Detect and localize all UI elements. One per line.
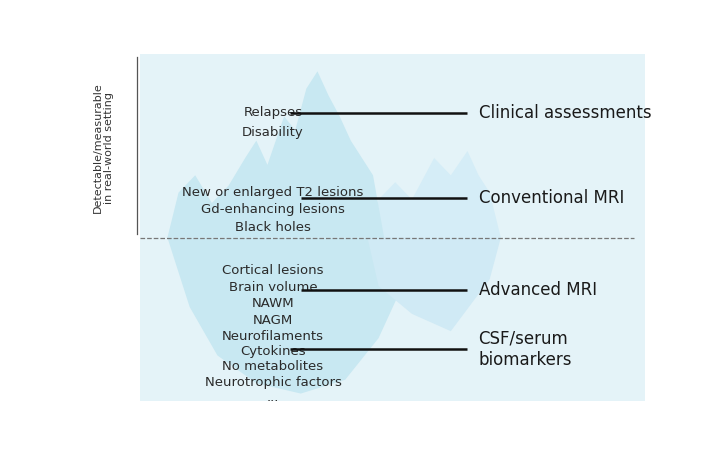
Text: Advanced MRI: Advanced MRI [479,281,597,299]
Text: CSF/serum
biomarkers: CSF/serum biomarkers [479,330,572,369]
Polygon shape [368,238,500,331]
Text: No metabolites: No metabolites [222,360,323,374]
Text: New or enlarged T2 lesions: New or enlarged T2 lesions [182,186,364,199]
Text: Relapses: Relapses [244,106,303,119]
Text: Disability: Disability [242,126,304,139]
Text: Detectable/measurable
in real-world setting: Detectable/measurable in real-world sett… [92,82,114,213]
Text: NAWM: NAWM [252,297,294,310]
Text: Conventional MRI: Conventional MRI [479,189,624,207]
Text: Neurofilaments: Neurofilaments [222,330,324,343]
Text: Black holes: Black holes [235,221,311,234]
Polygon shape [368,151,500,238]
Polygon shape [168,71,384,238]
Text: Neurotrophic factors: Neurotrophic factors [204,376,341,389]
Text: Cortical lesions: Cortical lesions [222,264,324,277]
Polygon shape [140,54,645,400]
Text: ...: ... [267,391,279,404]
Text: Brain volume: Brain volume [229,281,318,294]
Text: Cytokines: Cytokines [240,345,306,358]
Text: Clinical assessments: Clinical assessments [479,104,651,122]
Text: NAGM: NAGM [253,314,293,327]
Polygon shape [168,238,412,394]
Text: Gd-enhancing lesions: Gd-enhancing lesions [201,203,345,216]
